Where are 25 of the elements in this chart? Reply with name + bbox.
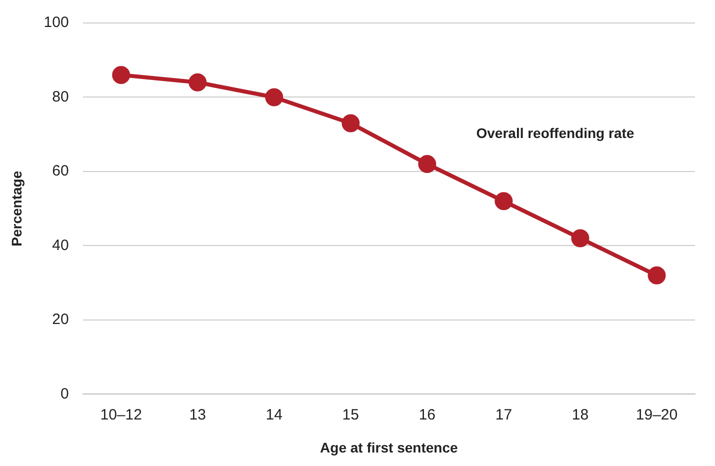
x-tick-label: 15 <box>342 406 359 424</box>
y-tick-label: 80 <box>52 88 69 106</box>
point <box>418 155 436 174</box>
x-tick-label: 16 <box>418 406 436 424</box>
y-tick-label: 20 <box>52 311 69 328</box>
y-axis-title: Percentage <box>8 170 24 246</box>
y-tick-label: 40 <box>52 236 69 254</box>
point <box>494 192 513 210</box>
x-tick-label: 13 <box>189 406 206 424</box>
x-axis-title: Age at first sentence <box>320 439 458 456</box>
x-tick-label: 14 <box>266 406 282 424</box>
point <box>188 73 207 92</box>
x-tick-label: 18 <box>572 406 589 424</box>
y-tick-label: 0 <box>60 385 69 402</box>
y-tick-label: 100 <box>44 14 69 32</box>
point <box>265 88 284 106</box>
point <box>648 266 666 284</box>
text: Overall reoffending rate <box>476 125 634 142</box>
x-tick-label: 19–20 <box>636 406 678 424</box>
point <box>112 66 130 84</box>
point <box>342 114 360 132</box>
point <box>571 229 590 248</box>
x-tick-label: 17 <box>495 406 512 424</box>
x-tick-label: 10–12 <box>100 406 142 424</box>
y-tick-label: 60 <box>52 162 69 180</box>
